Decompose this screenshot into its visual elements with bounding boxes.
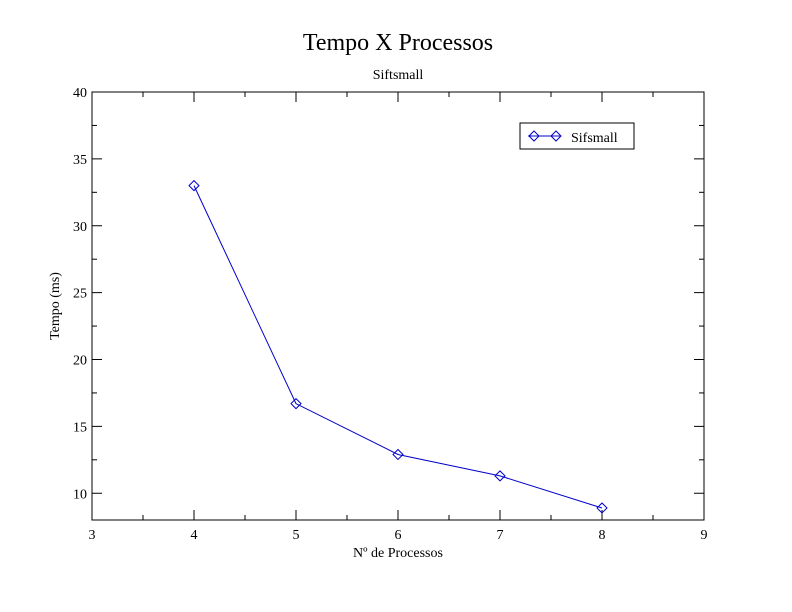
data-point-marker: [494, 470, 506, 482]
chart-title: Tempo X Processos: [303, 30, 493, 56]
series-group: [188, 179, 608, 514]
y-tick-label: 10: [73, 487, 87, 502]
axis-tick-labels: 3 4 5 6 7 8 9 10 15 20 25 30 35 40: [73, 86, 708, 543]
x-tick-label: 6: [395, 528, 402, 543]
y-tick-label: 35: [73, 153, 87, 168]
series-line: [193, 185, 603, 509]
data-point-marker: [290, 397, 302, 410]
x-tick-label: 7: [497, 528, 504, 543]
x-tick-label: 9: [701, 528, 708, 543]
data-point-marker: [188, 179, 200, 192]
y-tick-label: 30: [73, 220, 87, 235]
legend: Sifsmall: [519, 122, 635, 150]
legend-marker: [528, 130, 540, 142]
legend-label: Sifsmall: [571, 131, 618, 146]
y-tick-label: 25: [73, 287, 87, 302]
y-tick-label: 15: [73, 420, 87, 435]
x-tick-label: 3: [89, 528, 96, 543]
axis-ticks: [91, 91, 705, 520]
x-axis-label: Nº de Processos: [353, 546, 443, 561]
x-tick-label: 5: [293, 528, 300, 543]
y-axis-label: Tempo (ms): [48, 272, 63, 340]
chart-subtitle: Siftsmall: [373, 68, 424, 83]
y-tick-label: 40: [73, 86, 87, 101]
x-tick-label: 8: [599, 528, 606, 543]
legend-marker: [550, 130, 562, 142]
data-point-marker: [596, 502, 608, 514]
y-tick-label: 20: [73, 354, 87, 369]
plot-frame: [91, 91, 705, 521]
data-point-marker: [392, 448, 404, 461]
x-tick-label: 4: [191, 528, 198, 543]
